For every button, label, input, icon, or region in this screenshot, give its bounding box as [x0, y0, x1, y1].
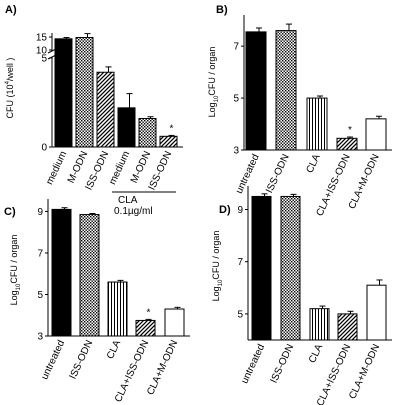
- y-axis-label-part: CFU (10: [5, 84, 15, 118]
- significance-marker: *: [170, 123, 174, 134]
- y-axis-label: Log10CFU / organ: [9, 235, 22, 306]
- x-tick-label: ISS-ODN: [269, 343, 297, 385]
- bar: [337, 313, 358, 341]
- x-tick-label: CLA+M-ODN: [347, 153, 382, 211]
- bar: [107, 281, 128, 337]
- bar: [79, 214, 100, 337]
- y-tick-label: 7: [37, 248, 43, 259]
- y-tick-label: 15: [36, 33, 48, 44]
- y-tick-label: 5: [237, 309, 243, 320]
- bar: [365, 118, 387, 151]
- y-tick-label: 5: [233, 94, 239, 105]
- significance-marker: *: [147, 307, 151, 318]
- bar: [51, 208, 72, 337]
- x-tick-label: CLA: [307, 342, 325, 365]
- bar: [117, 107, 136, 148]
- bar: [366, 284, 387, 341]
- y-axis-label-index: 4: [5, 80, 11, 84]
- y-tick-label: 5: [41, 54, 47, 65]
- significance-marker: *: [348, 125, 352, 136]
- y-tick-label: 3: [37, 332, 43, 343]
- y-tick-label: 7: [233, 42, 239, 53]
- x-tick-label: ISS-ODN: [68, 339, 96, 381]
- y-axis-label: Log10CFU / organ: [211, 231, 224, 302]
- y-axis-label-part: CFU / organ: [207, 47, 217, 96]
- panel-4: D) Log10CFU / organ 5 7 9 untreated ISS-ODN CLA…: [211, 186, 392, 405]
- y-tick-label: 5: [37, 290, 43, 301]
- bar: [75, 37, 94, 148]
- x-tick-label: untreated: [239, 343, 267, 386]
- y-axis-label-index: 10: [218, 279, 224, 286]
- x-tick-label: CLA: [105, 338, 123, 361]
- bar: [306, 97, 328, 151]
- panel-1: A)CFU (104/well )051015mediumM-ODNISS-OD…: [5, 4, 183, 217]
- x-tick-label: CLA+M-ODN: [347, 343, 382, 401]
- y-axis-label: Log10CFU / organ: [207, 47, 220, 118]
- y-axis-label-part: CFU / organ: [211, 231, 221, 280]
- bar: [275, 30, 297, 151]
- panel-label: D): [219, 204, 231, 216]
- y-tick-label: 10: [36, 46, 48, 57]
- bar: [309, 308, 330, 341]
- y-axis-label-part: Log: [207, 102, 217, 117]
- panel-label: C): [4, 206, 16, 218]
- bar: [280, 195, 301, 341]
- y-axis-label-part: Log: [211, 286, 221, 301]
- x-tick-label: untreated: [39, 339, 67, 382]
- bar: [159, 135, 178, 148]
- bar: [245, 31, 267, 151]
- y-tick-label: 9: [237, 205, 243, 216]
- panel-label: B): [216, 4, 228, 16]
- x-tick-label: CLA+M-ODN: [145, 339, 180, 397]
- bar: [164, 308, 185, 337]
- panel-3: C) Log10CFU / organ 3 5 7 9 untreated ISS-ODN CL…: [4, 199, 190, 404]
- bar: [96, 71, 115, 148]
- y-tick-label: 0: [41, 143, 47, 154]
- x-tick-label: ISS-ODN: [264, 153, 292, 195]
- y-axis-label-part: /well ): [5, 58, 15, 82]
- y-axis-label-part: Log: [9, 290, 19, 305]
- bar: [54, 38, 73, 148]
- y-axis-label-part: CFU / organ: [9, 235, 19, 284]
- bar: [135, 319, 156, 337]
- bar: [336, 137, 358, 151]
- bar: [138, 118, 157, 148]
- y-axis-label-index: 10: [16, 283, 22, 290]
- x-tick-label: CLA: [305, 152, 323, 175]
- y-axis-label: CFU (104/well ): [5, 58, 15, 119]
- y-tick-label: 7: [237, 257, 243, 268]
- group-sublabel: 0.1µg/ml: [114, 206, 153, 217]
- panel-label: A): [5, 4, 17, 16]
- y-tick-label: 3: [233, 146, 239, 157]
- bar: [251, 195, 272, 341]
- y-axis-label-index: 10: [214, 95, 220, 102]
- y-tick-label: 9: [37, 207, 43, 218]
- group-label: CLA: [118, 195, 138, 206]
